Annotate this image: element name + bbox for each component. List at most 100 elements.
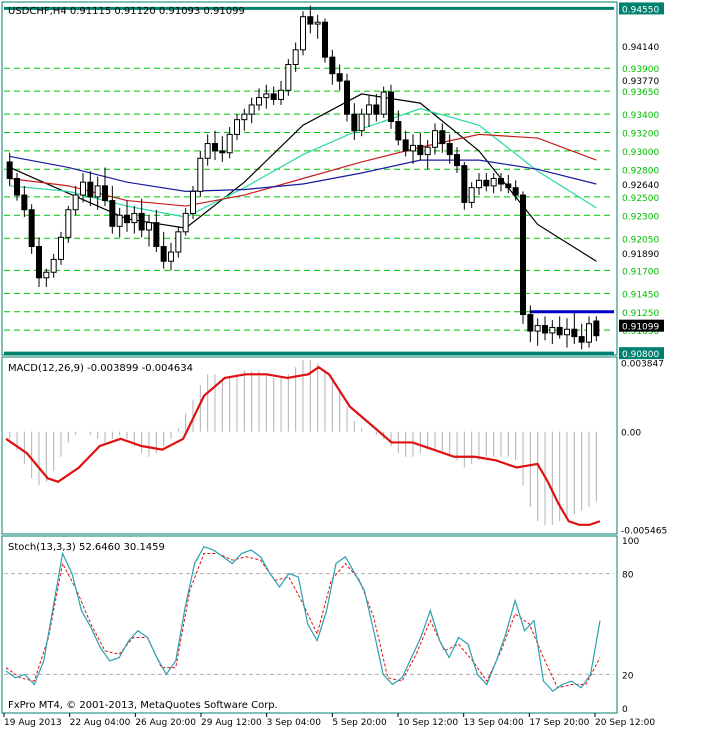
- candle-body: [109, 200, 116, 227]
- candle-body: [307, 16, 314, 25]
- price-badge-top-bg: [619, 2, 664, 15]
- candle-body: [424, 146, 431, 156]
- candle-body: [358, 113, 365, 132]
- candle-body: [505, 183, 512, 189]
- price-tick-label: 0.91050: [622, 327, 659, 337]
- price-tick-label: 0.92050: [622, 235, 659, 245]
- candle-body: [564, 328, 570, 336]
- candle-body: [314, 21, 321, 25]
- candle-body: [285, 64, 292, 91]
- candle-body: [373, 104, 380, 115]
- candle-body: [182, 212, 189, 233]
- candle-body: [300, 16, 306, 51]
- candle-body: [586, 323, 592, 343]
- candle-body: [160, 246, 167, 262]
- candle-body: [344, 80, 350, 115]
- candle-body: [322, 21, 328, 58]
- candle-body: [476, 179, 482, 189]
- candle-body: [432, 130, 438, 148]
- candle-body: [248, 104, 255, 115]
- price-tick-label: 0.91700: [622, 267, 659, 277]
- moving-average-line: [9, 93, 597, 262]
- candle-body: [490, 178, 497, 187]
- price-tick-label: 0.93900: [622, 65, 659, 75]
- candle-body: [131, 212, 138, 224]
- stoch-panel-border: [1, 535, 618, 714]
- macd-tick-label: 0.00: [621, 429, 641, 439]
- candlestick-series: [6, 5, 600, 350]
- current-price-badge: 0.91099: [622, 323, 659, 333]
- macd-histogram: [9, 360, 597, 525]
- price-tick-label: 0.93770: [622, 77, 659, 87]
- candle-body: [270, 93, 277, 100]
- price-horizontal-levels: [4, 6, 614, 355]
- candle-body: [124, 214, 130, 224]
- candle-body: [483, 179, 490, 187]
- copyright-text: FxPro MT4, © 2001-2013, MetaQuotes Softw…: [8, 700, 278, 711]
- moving-average-line: [9, 108, 597, 218]
- price-tick-label: 0.92800: [622, 166, 659, 176]
- candle-body: [204, 143, 211, 159]
- time-tick-label: 26 Aug 20:00: [135, 718, 196, 728]
- candle-body: [80, 181, 86, 196]
- candle-body: [542, 325, 548, 334]
- price-badge-bottom: 0.90800: [622, 350, 659, 360]
- candle-body: [72, 194, 79, 211]
- candle-body: [578, 336, 585, 343]
- candle-body: [498, 178, 504, 185]
- price-tick-label: 0.92300: [622, 212, 659, 222]
- candle-body: [168, 251, 174, 262]
- price-tick-label: 0.93650: [622, 88, 659, 98]
- macd-signal-line: [5, 365, 601, 526]
- price-tick-label: 0.91450: [622, 290, 659, 300]
- candle-body: [329, 56, 336, 75]
- stoch-axis: 100 80 20 0: [622, 537, 639, 715]
- candle-body: [571, 328, 578, 338]
- candle-body: [593, 320, 600, 337]
- candle-body: [549, 326, 556, 334]
- stoch-levels: [4, 573, 614, 675]
- candle-body: [43, 271, 50, 279]
- price-badge-bottom-bg: [619, 347, 664, 360]
- candle-body: [336, 73, 343, 82]
- macd-panel[interactable]: MACD(12,26,9) -0.003899 -0.004634: [1, 356, 618, 535]
- candle-body: [65, 209, 72, 238]
- stoch-main-line: [5, 545, 601, 692]
- price-tick-label: 0.93000: [622, 148, 659, 158]
- candle-body: [50, 258, 57, 273]
- candle-body: [219, 150, 226, 154]
- candle-body: [512, 187, 519, 196]
- candle-body: [212, 143, 218, 152]
- candle-body: [138, 212, 145, 231]
- price-tick-label: 0.91890: [622, 250, 659, 260]
- candle-body: [417, 144, 424, 156]
- stoch-tick-label: 0: [622, 705, 628, 715]
- stoch-panel[interactable]: Stoch(13,3,3) 52.6460 30.1459 FxPro MT4,…: [1, 535, 618, 714]
- moving-average-line: [9, 155, 597, 192]
- candle-body: [388, 91, 394, 123]
- macd-tick-label: 0.003847: [621, 360, 664, 370]
- candle-body: [21, 194, 28, 211]
- price-panel[interactable]: USDCHF,H4 0.91115 0.91120 0.91093 0.9109…: [1, 1, 618, 356]
- candle-body: [94, 185, 101, 198]
- candle-body: [410, 144, 416, 152]
- candle-body: [6, 161, 13, 179]
- current-price-badge-bg: [619, 319, 664, 332]
- price-axis: 0.94140 0.93770 0.92640 0.91890 0.93900 0.936…: [619, 2, 664, 360]
- price-tick-label: 0.93400: [622, 111, 659, 121]
- candle-body: [256, 97, 262, 106]
- macd-panel-border: [1, 356, 618, 535]
- candle-body: [102, 185, 108, 202]
- candle-body: [28, 209, 35, 248]
- candle-body: [116, 214, 123, 227]
- candle-body: [153, 222, 160, 248]
- candle-body: [402, 139, 409, 152]
- candle-body: [446, 143, 453, 156]
- candle-body: [175, 231, 182, 253]
- candle-body: [234, 119, 240, 135]
- time-tick-label: 10 Sep 12:00: [398, 718, 458, 728]
- macd-axis: 0.003847 0.00 -0.005465: [621, 360, 667, 537]
- time-tick-label: 17 Sep 20:00: [529, 718, 589, 728]
- candle-body: [351, 113, 358, 132]
- time-axis: 19 Aug 2013 22 Aug 04:00 26 Aug 20:00 29 Au…: [3, 713, 655, 728]
